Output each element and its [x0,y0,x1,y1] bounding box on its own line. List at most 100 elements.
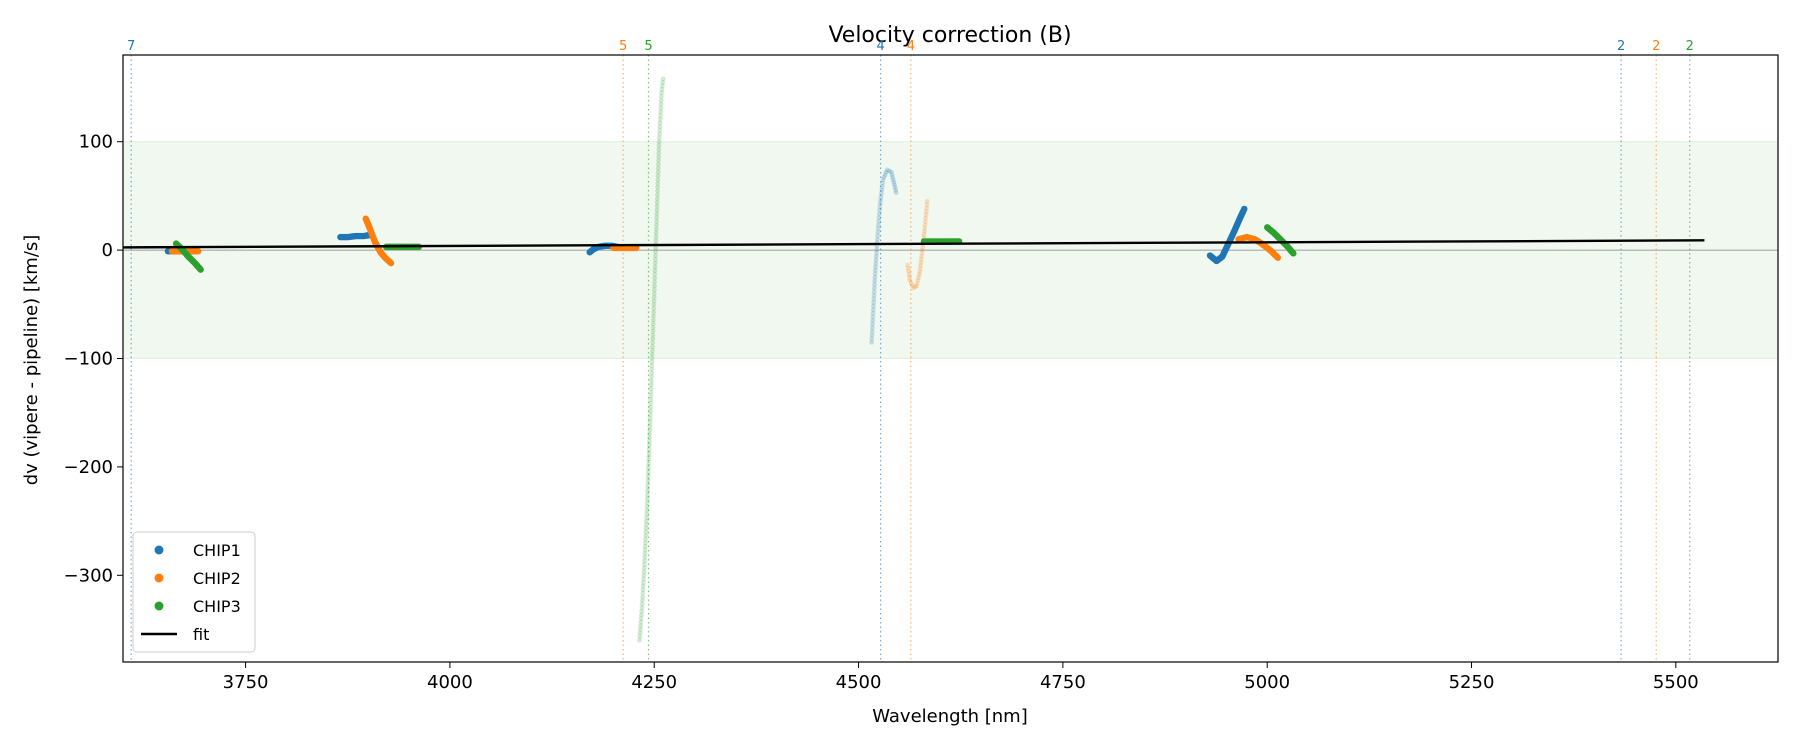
data-point [873,264,878,270]
marker-label: 7 [127,39,135,54]
data-point [912,284,918,290]
data-point [653,253,658,258]
data-point [641,576,647,582]
data-point [871,303,876,309]
data-point [645,477,651,483]
data-point [639,598,645,603]
data-point [888,169,894,175]
data-point [644,496,650,502]
data-point [638,623,644,629]
data-point [650,321,656,327]
data-point [657,128,663,133]
data-point [651,298,657,304]
data-point [871,300,877,305]
data-point [650,329,656,334]
x-tick-label: 5250 [1449,672,1495,693]
data-point [924,198,930,204]
data-point [639,601,645,607]
data-point [656,143,662,148]
data-point [877,204,883,210]
data-point [643,540,648,546]
data-point [642,554,648,560]
y-tick-label: −100 [64,349,113,370]
legend-box [132,531,256,653]
data-point [645,484,651,490]
data-point [870,307,876,313]
data-point [656,154,662,160]
data-point [644,511,650,517]
data-point [906,268,911,274]
data-point [655,181,661,186]
data-point [644,504,650,509]
data-point [652,268,658,274]
data-point [650,332,656,338]
marker-label: 2 [1652,39,1660,54]
data-point [649,366,655,372]
data-point [651,313,656,319]
data-point [869,336,875,342]
data-point [642,551,648,557]
data-point [651,294,657,300]
data-point [914,283,919,289]
x-tick-label: 5500 [1653,672,1699,693]
data-point [648,408,653,414]
data-point [871,285,877,291]
data-point [919,250,925,256]
data-point [646,450,652,456]
data-point [648,385,654,391]
legend: CHIP1 CHIP2 CHIP3 fit [132,531,256,653]
data-point [891,180,897,185]
data-point [637,627,643,632]
data-point [869,332,875,338]
data-point [921,232,927,238]
data-point [923,215,929,221]
data-point [869,339,875,345]
data-point [923,212,929,218]
data-point [914,280,920,286]
marker-label: 2 [1686,39,1694,54]
data-point [651,310,657,315]
legend-label: CHIP1 [193,541,241,560]
data-point [651,287,657,293]
marker-label: 4 [876,39,884,54]
data-point [643,536,648,542]
data-point [918,263,923,268]
data-point [646,442,652,448]
data-point [643,518,649,524]
data-point [884,167,890,173]
data-point [658,101,664,107]
data-point [1290,250,1297,257]
legend-marker [154,573,164,583]
data-point [893,190,899,196]
data-point [655,165,661,171]
data-point [653,245,659,251]
data-point [660,83,665,89]
data-point [919,253,925,259]
data-point [641,580,646,585]
data-point [655,188,660,194]
data-point [649,355,655,361]
data-point [872,274,878,280]
data-point [1274,254,1282,261]
data-point [920,244,926,250]
data-point [654,203,660,209]
data-point [644,500,650,505]
data-point [871,289,877,295]
data-point [877,207,882,213]
data-point [659,94,664,100]
data-point [657,124,663,130]
data-point [640,587,646,593]
data-point [647,416,653,422]
data-point [877,200,883,206]
marker-label: 4 [907,39,915,54]
data-point [642,558,647,564]
data-point [647,431,653,437]
data-point [880,177,886,183]
data-point [917,266,923,272]
plot-area: 7 5 5 4 4 2 2 2 3750 4000 4250 4500 4750 5000 5250 5500… [64,39,1779,693]
data-point [641,569,647,575]
data-point [870,310,876,316]
data-point [643,522,649,528]
legend-label: CHIP3 [193,597,241,616]
data-point [646,446,652,452]
